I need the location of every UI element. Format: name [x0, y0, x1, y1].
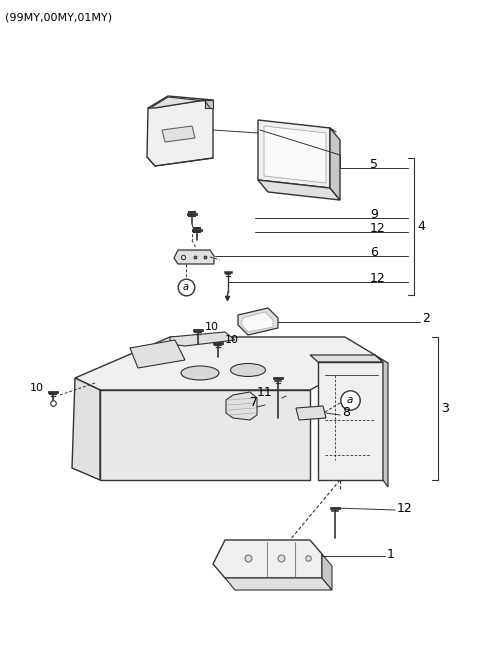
Polygon shape — [162, 126, 195, 142]
Text: 2: 2 — [422, 312, 430, 326]
Text: 11: 11 — [256, 386, 272, 400]
Polygon shape — [100, 390, 310, 480]
Text: 10: 10 — [225, 335, 239, 345]
Text: 6: 6 — [370, 246, 378, 259]
Polygon shape — [258, 180, 340, 200]
Polygon shape — [296, 406, 326, 420]
Text: 8: 8 — [342, 407, 350, 419]
Polygon shape — [375, 355, 388, 487]
Polygon shape — [147, 100, 213, 166]
Text: (99MY,00MY,01MY): (99MY,00MY,01MY) — [5, 12, 112, 22]
Text: 12: 12 — [397, 502, 413, 514]
Text: 4: 4 — [417, 220, 425, 233]
Polygon shape — [264, 126, 326, 183]
Ellipse shape — [230, 364, 265, 377]
Polygon shape — [225, 578, 332, 590]
Polygon shape — [330, 128, 340, 200]
Polygon shape — [322, 554, 332, 590]
Ellipse shape — [181, 366, 219, 380]
Polygon shape — [241, 312, 273, 332]
Polygon shape — [148, 96, 213, 108]
Polygon shape — [130, 340, 185, 368]
Polygon shape — [318, 362, 383, 480]
Polygon shape — [258, 120, 330, 188]
Polygon shape — [226, 392, 257, 420]
Text: a: a — [347, 395, 353, 405]
Polygon shape — [75, 337, 375, 390]
Text: 10: 10 — [30, 383, 44, 393]
Polygon shape — [213, 540, 322, 578]
Text: 12: 12 — [370, 223, 386, 236]
Text: 9: 9 — [370, 208, 378, 221]
Polygon shape — [205, 100, 213, 108]
Polygon shape — [310, 355, 383, 362]
Polygon shape — [174, 250, 214, 264]
Text: 5: 5 — [370, 159, 378, 172]
Text: 12: 12 — [370, 272, 386, 286]
Polygon shape — [238, 308, 278, 335]
Polygon shape — [72, 378, 100, 480]
Text: 1: 1 — [387, 548, 395, 561]
Polygon shape — [170, 332, 235, 346]
Text: a: a — [183, 282, 189, 292]
Text: 10: 10 — [205, 322, 219, 332]
Text: 7: 7 — [250, 396, 258, 409]
Text: 3: 3 — [441, 402, 449, 415]
